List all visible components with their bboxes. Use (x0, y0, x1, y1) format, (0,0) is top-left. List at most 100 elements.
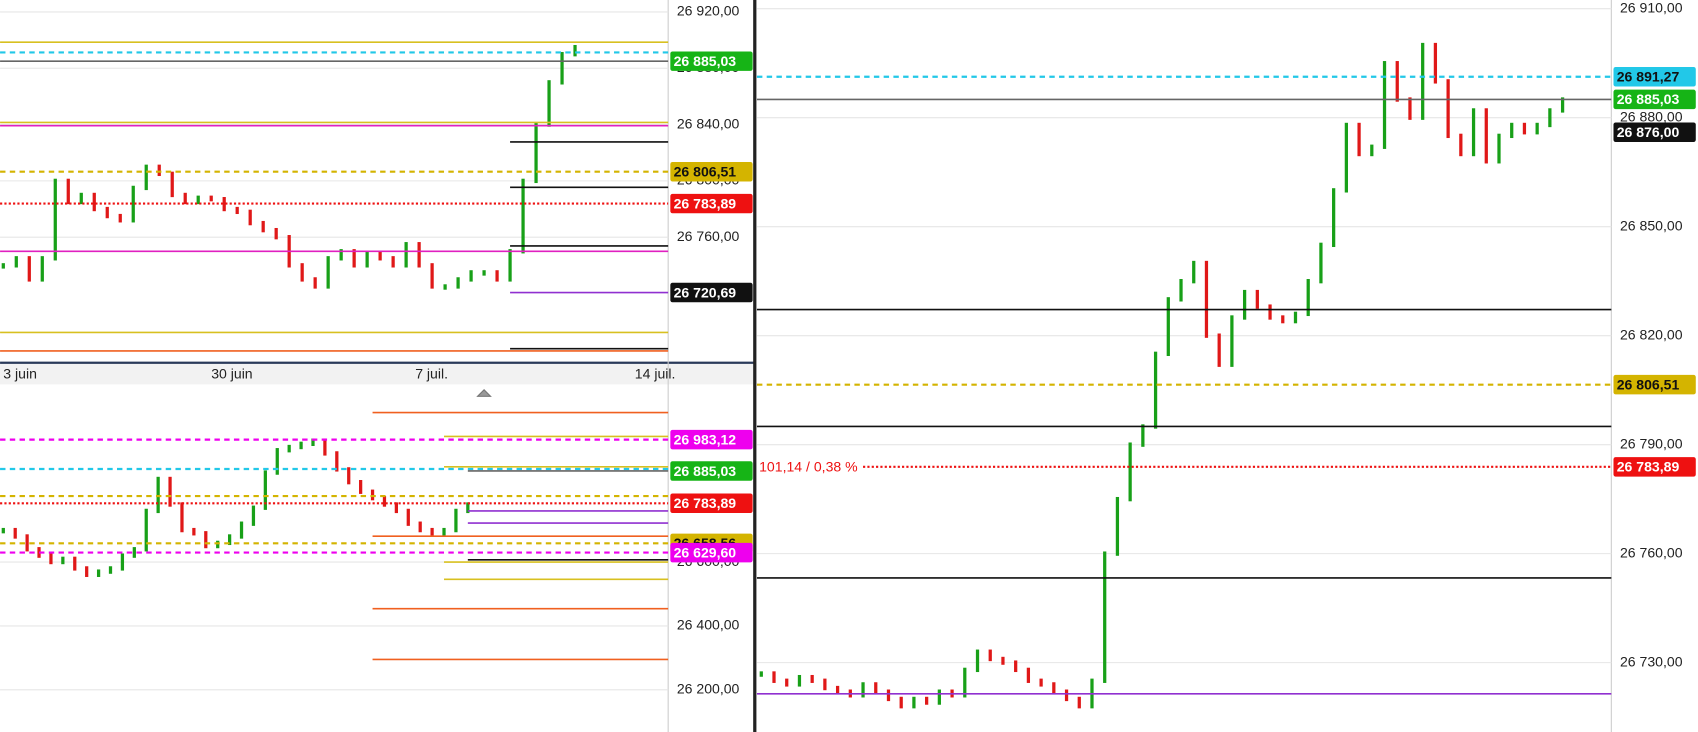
price-label: 26 885,03 (1617, 91, 1680, 107)
y-tick-label: 26 910,00 (1620, 0, 1683, 15)
candle (261, 220, 265, 233)
candle (1141, 424, 1145, 447)
candle (248, 209, 252, 226)
candle (120, 553, 125, 571)
candle (1535, 122, 1539, 135)
candle (1306, 279, 1310, 317)
candle (442, 527, 446, 536)
candle (275, 448, 279, 475)
candle (835, 685, 840, 694)
candle (66, 178, 70, 205)
candle (547, 80, 551, 127)
candle (482, 270, 486, 276)
candle (899, 696, 903, 709)
price-label: 26 629,60 (674, 544, 737, 560)
candle (13, 527, 17, 539)
candle (382, 495, 387, 507)
x-tick-label: 7 juil. (415, 365, 448, 381)
price-label: 26 806,51 (674, 164, 737, 180)
candle (406, 508, 410, 526)
candle (1268, 304, 1272, 320)
candle (40, 256, 44, 282)
candle (311, 438, 315, 446)
price-badge (1613, 457, 1696, 477)
candle (912, 696, 916, 709)
candle (335, 451, 339, 472)
candle (1497, 133, 1501, 164)
candle (1370, 144, 1374, 157)
candle (466, 502, 470, 514)
candle (937, 689, 941, 705)
candle (274, 227, 278, 240)
candle (443, 284, 447, 290)
price-badge (670, 542, 753, 563)
y-tick-label: 26 850,00 (1620, 217, 1683, 233)
candle (1293, 311, 1298, 324)
candle (456, 277, 460, 289)
candle (573, 44, 577, 57)
price-label: 26 885,03 (674, 53, 737, 69)
candle (1357, 122, 1361, 157)
candle (61, 556, 65, 565)
y-tick-label: 26 840,00 (677, 115, 740, 131)
price-label: 26 983,12 (674, 431, 737, 447)
candle (339, 249, 343, 261)
candle (352, 249, 356, 268)
price-label: 26 783,89 (674, 195, 737, 211)
candle (49, 553, 53, 565)
candle (861, 682, 865, 698)
candle (170, 171, 174, 198)
candle (79, 192, 83, 205)
candle (1433, 42, 1438, 84)
candle (92, 192, 96, 212)
price-badge (670, 193, 753, 214)
candle (1395, 61, 1399, 102)
candle (1382, 61, 1387, 149)
candle (132, 547, 136, 558)
candle (1077, 696, 1081, 709)
price-badge (670, 461, 753, 481)
candle (85, 566, 89, 577)
candle (1344, 122, 1348, 193)
candle (365, 251, 369, 268)
candle (251, 505, 256, 526)
price-label: 26 876,00 (1617, 124, 1680, 140)
price-badge (670, 493, 753, 514)
candle (823, 678, 827, 691)
candle (1064, 689, 1069, 702)
y-tick-label: 26 760,00 (677, 228, 740, 244)
candle (1332, 188, 1336, 248)
price-label: 26 783,89 (674, 495, 737, 511)
annotation: 101,14 / 0,38 % (759, 459, 858, 475)
x-tick-label: 3 juin (3, 365, 37, 381)
price-badge (670, 429, 753, 450)
candle (196, 195, 200, 205)
scroll-icon[interactable] (476, 389, 492, 397)
candle (1510, 122, 1514, 139)
candle (144, 508, 148, 552)
candle (1484, 108, 1488, 164)
candle (1204, 260, 1209, 338)
candle (560, 52, 564, 85)
y-tick-label: 26 880,00 (1620, 108, 1683, 124)
candle (192, 527, 196, 536)
price-label: 26 806,51 (1617, 376, 1680, 392)
x-tick-label: 30 juin (211, 365, 252, 381)
price-badge (670, 51, 753, 71)
y-tick-label: 26 790,00 (1620, 435, 1683, 451)
candle (359, 480, 363, 494)
candle (347, 467, 351, 485)
y-tick-label: 26 730,00 (1620, 653, 1683, 669)
candle (105, 206, 109, 219)
candle (378, 251, 382, 261)
price-badge (670, 161, 753, 182)
candle (131, 185, 135, 223)
candle (222, 197, 226, 212)
price-label: 26 891,27 (1617, 69, 1680, 85)
candle (239, 521, 244, 539)
candle (1166, 297, 1170, 356)
candle (454, 508, 458, 533)
date-strip (0, 362, 755, 385)
price-badge (670, 282, 753, 303)
